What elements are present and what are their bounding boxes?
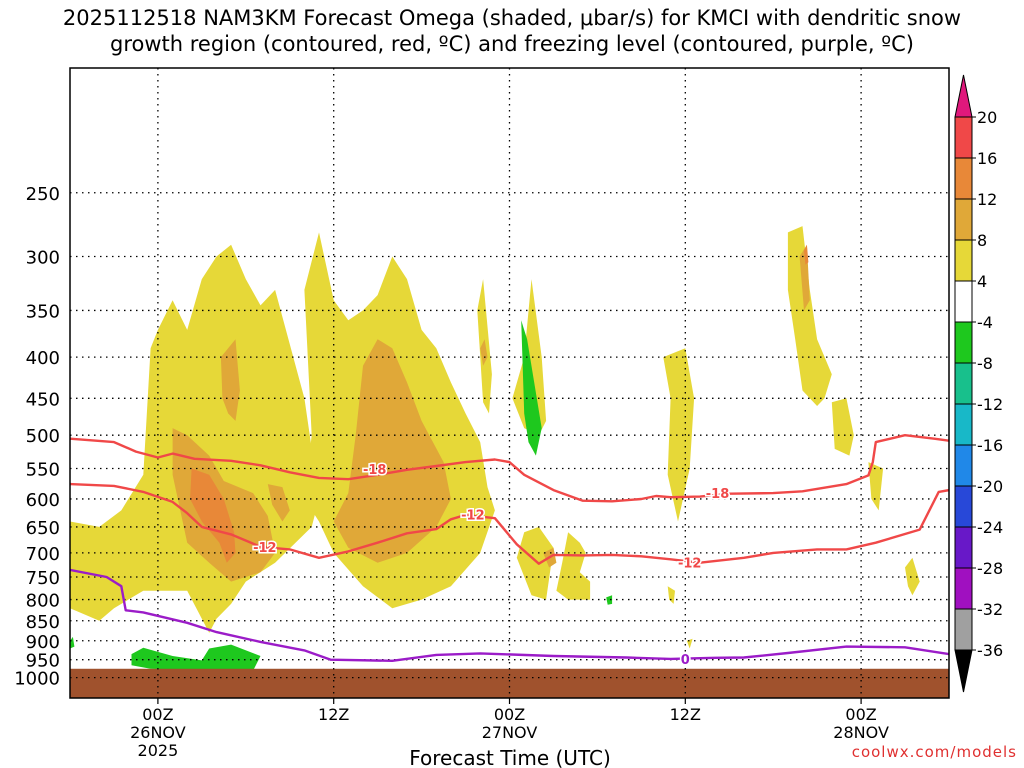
omega-region-green-edge: [70, 636, 75, 649]
y-tick-label-900: 900: [26, 632, 60, 653]
x-tick-label-0-0: 00Z: [142, 705, 173, 724]
omega-region-east-core: [333, 339, 451, 563]
x-axis-label: Forecast Time (UTC): [409, 746, 611, 768]
omega-region-col-44b: [804, 244, 809, 265]
omega-region-col-28: [556, 532, 591, 600]
x-tick-label-12-0: 12Z: [318, 705, 349, 724]
y-tick-label-250: 250: [26, 184, 60, 205]
colorbar-bin-2: [954, 198, 973, 241]
omega-region-west-lower: [267, 484, 290, 522]
colorbar-label-4: 4: [977, 272, 987, 291]
colorbar-bin-11: [954, 567, 973, 610]
colorbar-label-3: 8: [977, 231, 987, 250]
x-tick-label-0-1: 26NOV: [130, 723, 186, 742]
omega-region-col-22b: [480, 339, 488, 366]
y-tick-label-850: 850: [26, 612, 60, 633]
omega-region-green-dot: [606, 595, 613, 605]
colorbar-overflow-top: [954, 74, 973, 118]
x-tick-label-48-1: 28NOV: [833, 723, 889, 742]
omega-region-col-48: [868, 462, 884, 511]
colorbar-bin-10: [954, 526, 973, 569]
y-tick-label-600: 600: [26, 490, 60, 511]
contour-label-minus12-0: -12: [253, 541, 277, 556]
y-tick-label-700: 700: [26, 544, 60, 565]
colorbar-label-12: -32: [977, 600, 1003, 619]
omega-region-green-lower: [131, 644, 261, 671]
colorbar-bin-12: [954, 608, 973, 651]
omega-region-green-upper: [521, 320, 542, 456]
contour-label-minus18-1: -18: [706, 487, 730, 502]
contour-label-minus12-1: -12: [461, 508, 485, 523]
colorbar-bin-1: [954, 157, 973, 200]
y-tick-label-450: 450: [26, 389, 60, 410]
omega-region-col-43: [787, 226, 832, 406]
credit-text: coolwx.com/models: [852, 743, 1017, 761]
y-tick-label-300: 300: [26, 248, 60, 269]
y-tick-label-1000: 1000: [14, 669, 60, 690]
omega-region-col-46: [831, 398, 854, 456]
colorbar-label-5: -4: [977, 313, 993, 332]
omega-region-col-25: [516, 526, 554, 600]
chart-title-line-2: growth region (contoured, red, ºC) and f…: [110, 32, 914, 56]
chart-title-line-1: 2025112518 NAM3KM Forecast Omega (shaded…: [62, 6, 962, 30]
y-tick-label-400: 400: [26, 348, 60, 369]
colorbar-bin-5: [954, 321, 973, 364]
colorbar-bin-0: [954, 116, 973, 159]
y-tick-label-800: 800: [26, 591, 60, 612]
x-tick-label-24-1: 27NOV: [482, 723, 538, 742]
contour-freezing-0: [70, 568, 949, 662]
contour-label-minus12-2: -12: [678, 557, 702, 572]
y-tick-label-750: 750: [26, 568, 60, 589]
y-tick-label-500: 500: [26, 426, 60, 447]
colorbar-label-7: -12: [977, 395, 1003, 414]
colorbar-label-1: 16: [977, 149, 997, 168]
colorbar-label-6: -8: [977, 354, 993, 373]
x-tick-label-48-0: 00Z: [845, 705, 876, 724]
colorbar-bin-6: [954, 362, 973, 405]
colorbar-bin-8: [954, 444, 973, 487]
contour-minus12: [70, 482, 949, 565]
x-tick-label-24-0: 00Z: [494, 705, 525, 724]
omega-region-main-west: [70, 244, 319, 633]
omega-region-col-34: [663, 348, 695, 522]
contour-minus18: [70, 434, 949, 503]
colorbar-label-10: -24: [977, 518, 1003, 537]
y-tick-label-550: 550: [26, 460, 60, 481]
contour-label-minus18-0: -18: [363, 463, 387, 478]
ground-surface: [70, 668, 949, 698]
omega-region-upper-blob: [220, 339, 240, 421]
x-tick-label-36-0: 12Z: [670, 705, 701, 724]
colorbar-label-0: 20: [977, 108, 997, 127]
omega-region-west-peak: [190, 468, 236, 563]
y-tick-label-950: 950: [26, 651, 60, 672]
x-tick-label-0-2: 2025: [138, 741, 179, 760]
colorbar-label-2: 12: [977, 190, 997, 209]
colorbar-bin-7: [954, 403, 973, 446]
colorbar-label-8: -16: [977, 436, 1003, 455]
colorbar-label-11: -28: [977, 559, 1003, 578]
contour-label-freezing-0-0: 0: [681, 653, 690, 668]
omega-region-col-36: [686, 638, 693, 649]
colorbar-bin-4: [954, 280, 973, 323]
colorbar-label-9: -20: [977, 477, 1003, 496]
colorbar-bin-3: [954, 239, 973, 282]
colorbar-bin-9: [954, 485, 973, 528]
colorbar-overflow-bottom: [954, 649, 973, 693]
y-tick-label-650: 650: [26, 518, 60, 539]
colorbar-label-13: -36: [977, 641, 1003, 660]
omega-region-col-50: [905, 557, 920, 596]
y-tick-label-350: 350: [26, 301, 60, 322]
omega-region-col-34b: [667, 586, 675, 604]
